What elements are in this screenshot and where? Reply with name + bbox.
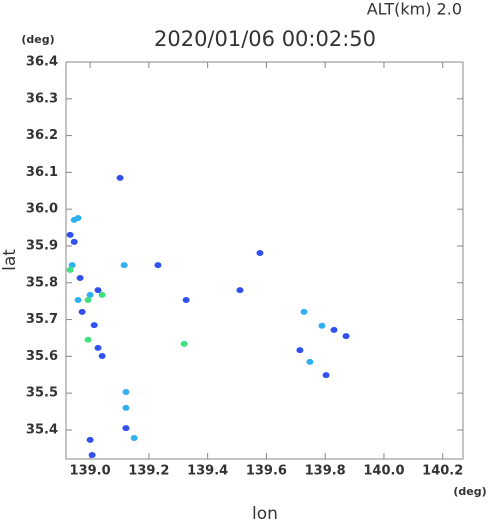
y-tick-label: 36.0: [26, 202, 58, 217]
y-tick-label: 36.4: [26, 55, 58, 70]
echo: [122, 389, 130, 396]
echo: [154, 262, 162, 269]
echo: [256, 249, 264, 256]
x-tick-label: 139.0: [70, 464, 111, 479]
echo: [180, 340, 188, 347]
echo: [342, 333, 350, 340]
echo: [98, 291, 106, 298]
y-tick-label: 35.5: [26, 386, 58, 401]
y-tick-label: 35.8: [26, 275, 58, 290]
echo: [300, 308, 308, 315]
y-tick-label: 35.9: [26, 238, 58, 253]
y-tick-label: 36.2: [26, 128, 58, 143]
y-tick-label: 35.4: [26, 422, 58, 437]
x-tick-label: 139.2: [128, 464, 169, 479]
echo: [70, 238, 78, 245]
chart-title: 2020/01/06 00:02:50: [154, 27, 376, 51]
echo: [120, 262, 128, 269]
echo: [86, 291, 94, 298]
echo: [306, 358, 314, 365]
x-tick-label: 139.6: [246, 464, 287, 479]
altitude: ALT(km) 2.0: [367, 0, 462, 19]
echo: [236, 287, 244, 294]
echo: [84, 336, 92, 343]
x-tick-label: 140.2: [422, 464, 463, 479]
y-tick-label: 36.3: [26, 91, 58, 106]
echo: [94, 287, 102, 294]
echo: [74, 215, 82, 222]
y-tick-label: 35.6: [26, 349, 58, 364]
echo: [122, 404, 130, 411]
x-axis-label: lon: [252, 504, 278, 521]
echo: [322, 372, 330, 379]
echo: [76, 274, 84, 281]
echo: [318, 322, 326, 329]
echo: [296, 347, 304, 354]
echo: [94, 344, 102, 351]
echo: [182, 297, 190, 304]
echo: [116, 174, 124, 181]
echo: [130, 435, 138, 442]
echo: [66, 231, 74, 238]
y-axis-label: lat: [0, 249, 20, 271]
echo: [122, 425, 130, 432]
echo: [90, 322, 98, 329]
echo: [88, 451, 96, 458]
y-tick-label: 36.1: [26, 165, 58, 180]
echo: [68, 262, 76, 269]
x-tick-label: 139.8: [305, 464, 346, 479]
x-tick-label: 139.4: [187, 464, 228, 479]
echo: [84, 297, 92, 304]
plot-frame: [65, 61, 464, 460]
echo: [74, 297, 82, 304]
echo: [86, 436, 94, 443]
x-unit: (deg): [453, 485, 486, 498]
echo: [66, 266, 74, 273]
echo: [78, 308, 86, 315]
echo: [98, 352, 106, 359]
x-tick-label: 140.0: [363, 464, 404, 479]
echo: [330, 326, 338, 333]
y-tick-label: 35.7: [26, 312, 58, 327]
y-unit: (deg): [21, 33, 54, 46]
